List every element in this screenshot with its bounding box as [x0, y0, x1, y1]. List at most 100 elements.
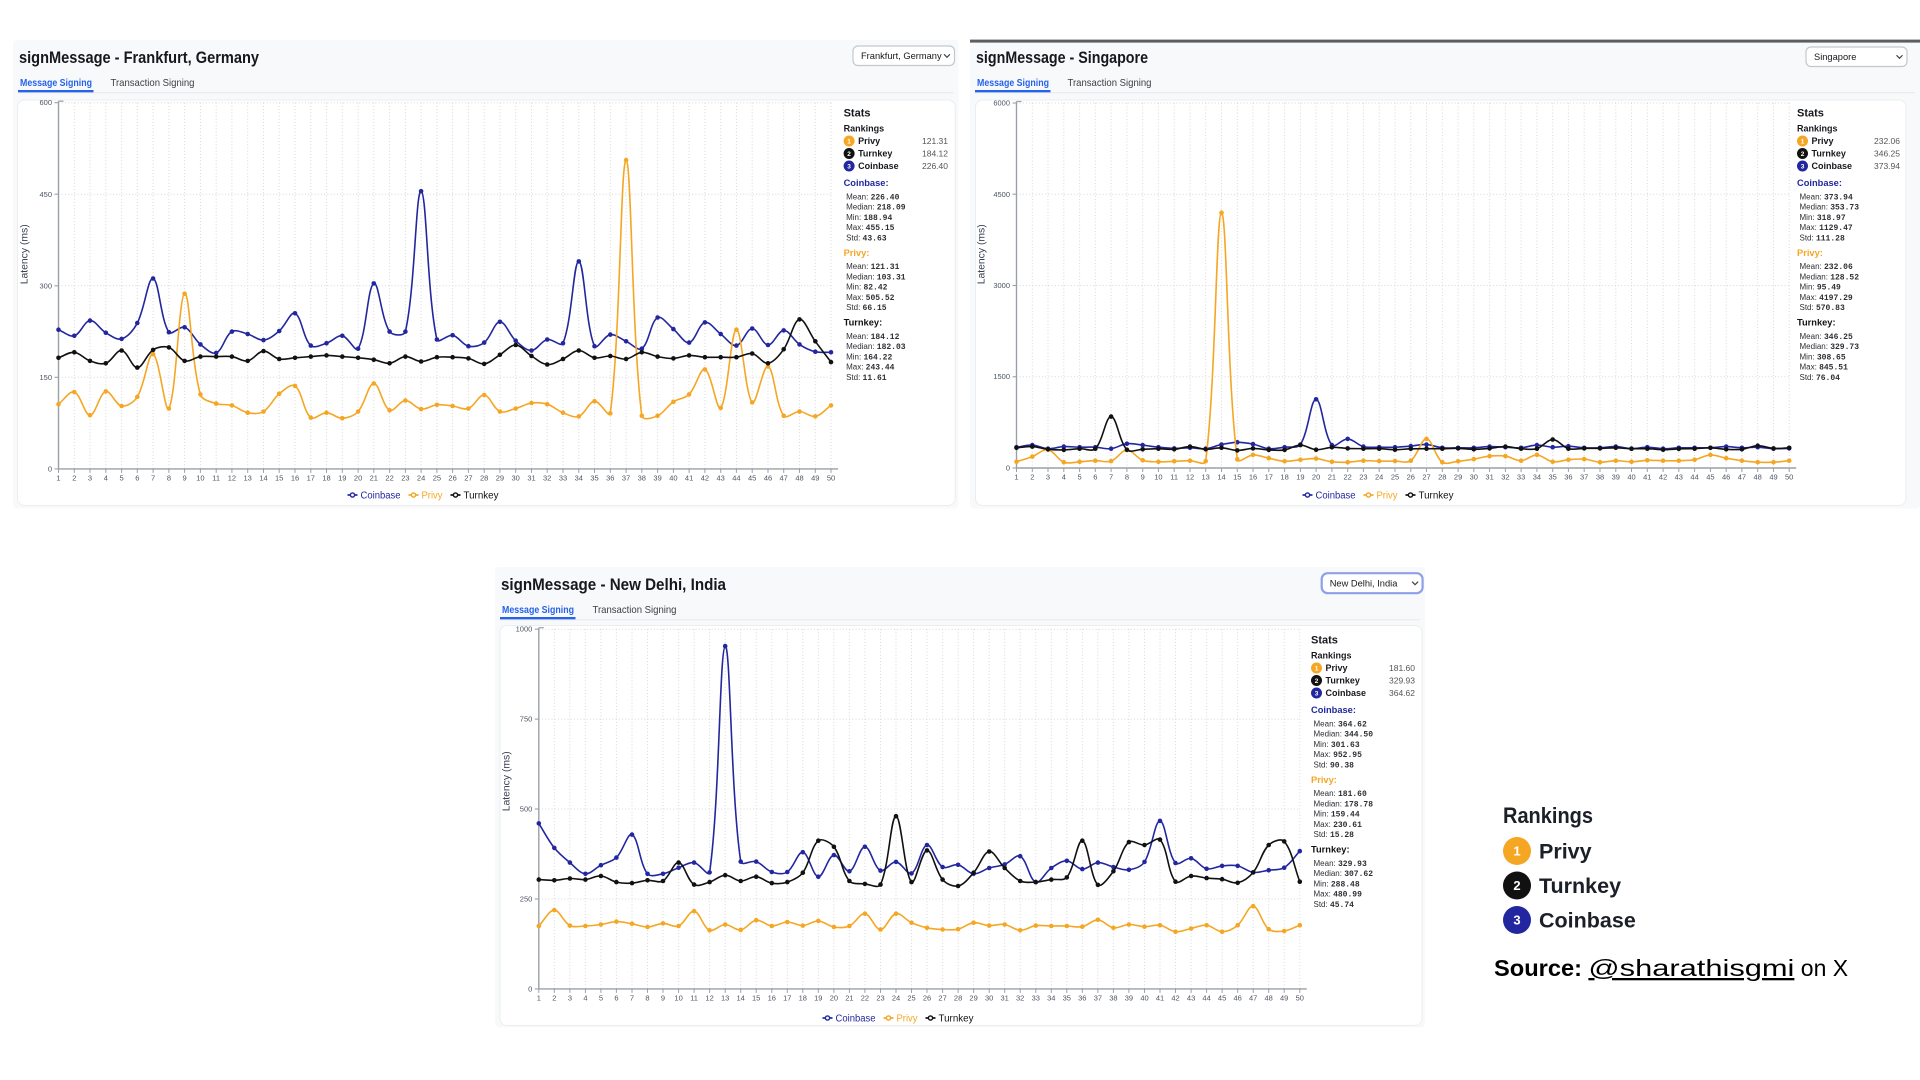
svg-text:1: 1	[1513, 844, 1520, 859]
svg-text:Privy: Privy	[1539, 840, 1592, 864]
svg-text:Coinbase: Coinbase	[858, 161, 899, 171]
svg-text:32: 32	[1016, 993, 1024, 1002]
svg-text:45: 45	[748, 473, 756, 482]
svg-text:2: 2	[847, 151, 851, 158]
svg-text:2: 2	[1030, 473, 1034, 482]
svg-text:3: 3	[568, 993, 572, 1002]
svg-text:2: 2	[72, 473, 76, 482]
svg-text:346.25: 346.25	[1874, 149, 1900, 159]
svg-text:12: 12	[228, 473, 236, 482]
svg-text:34: 34	[575, 473, 583, 482]
svg-text:6: 6	[1093, 473, 1097, 482]
svg-text:10: 10	[1154, 473, 1162, 482]
svg-text:Message Signing: Message Signing	[977, 77, 1049, 89]
svg-text:Message Signing: Message Signing	[502, 604, 574, 616]
svg-text:1: 1	[1014, 473, 1018, 482]
svg-text:38: 38	[638, 473, 646, 482]
svg-text:10: 10	[196, 473, 204, 482]
svg-text:Min: 164.22: Min: 164.22	[846, 352, 892, 362]
svg-text:Min: 318.97: Min: 318.97	[1800, 213, 1846, 223]
svg-text:121.31: 121.31	[922, 136, 948, 146]
svg-text:3: 3	[847, 163, 851, 170]
svg-text:Coinbase: Coinbase	[1812, 161, 1853, 171]
svg-text:17: 17	[307, 473, 315, 482]
svg-text:33: 33	[1032, 993, 1040, 1002]
svg-text:14: 14	[737, 993, 745, 1002]
svg-text:19: 19	[338, 473, 346, 482]
svg-text:Privy: Privy	[858, 136, 880, 146]
svg-text:47: 47	[1249, 993, 1257, 1002]
svg-text:Mean: 364.62: Mean: 364.62	[1314, 720, 1367, 730]
svg-text:Turnkey: Turnkey	[464, 491, 499, 502]
svg-text:1: 1	[537, 993, 541, 1002]
svg-text:Rankings: Rankings	[1311, 651, 1352, 661]
svg-text:6: 6	[614, 993, 618, 1002]
svg-text:Stats: Stats	[1797, 108, 1824, 120]
svg-text:Coinbase:: Coinbase:	[1311, 705, 1356, 715]
svg-text:6000: 6000	[993, 99, 1010, 108]
svg-text:Latency (ms): Latency (ms)	[20, 224, 31, 284]
svg-text:Std: 570.83: Std: 570.83	[1800, 303, 1845, 313]
svg-text:Max: 505.52: Max: 505.52	[846, 293, 895, 303]
svg-text:35: 35	[1549, 473, 1557, 482]
svg-text:20: 20	[830, 993, 838, 1002]
svg-text:17: 17	[1265, 473, 1273, 482]
svg-text:40: 40	[669, 473, 677, 482]
svg-text:Max: 480.99: Max: 480.99	[1314, 890, 1363, 900]
svg-text:Stats: Stats	[844, 108, 871, 120]
svg-text:Coinbase:: Coinbase:	[844, 178, 889, 188]
svg-text:0: 0	[528, 984, 532, 993]
svg-text:Mean: 121.31: Mean: 121.31	[846, 262, 899, 272]
svg-text:15: 15	[1233, 473, 1241, 482]
svg-text:Min: 82.42: Min: 82.42	[846, 283, 888, 293]
svg-text:Privy: Privy	[897, 1014, 918, 1025]
svg-text:28: 28	[954, 993, 962, 1002]
svg-text:39: 39	[1125, 993, 1133, 1002]
svg-text:Std: 11.61: Std: 11.61	[846, 373, 887, 383]
svg-text:25: 25	[1391, 473, 1399, 482]
svg-text:232.06: 232.06	[1874, 136, 1900, 146]
svg-text:4500: 4500	[993, 190, 1010, 199]
svg-text:26: 26	[448, 473, 456, 482]
svg-text:Std: 43.63: Std: 43.63	[846, 233, 887, 243]
svg-text:36: 36	[1564, 473, 1572, 482]
svg-text:Max: 952.95: Max: 952.95	[1314, 750, 1363, 760]
svg-text:15: 15	[752, 993, 760, 1002]
svg-text:Min: 301.63: Min: 301.63	[1314, 740, 1360, 750]
svg-text:11: 11	[690, 993, 698, 1002]
svg-text:Std: 45.74: Std: 45.74	[1314, 900, 1355, 910]
svg-text:26: 26	[923, 993, 931, 1002]
svg-text:2: 2	[1315, 678, 1319, 685]
svg-text:Transaction Signing: Transaction Signing	[1068, 77, 1152, 89]
svg-text:Median: 103.31: Median: 103.31	[846, 272, 906, 282]
svg-text:Min: 95.49: Min: 95.49	[1800, 283, 1842, 293]
svg-text:13: 13	[244, 473, 252, 482]
svg-text:Latency (ms): Latency (ms)	[977, 224, 988, 284]
svg-text:Median: 353.73: Median: 353.73	[1800, 203, 1860, 213]
svg-text:37: 37	[622, 473, 630, 482]
svg-text:Median: 307.62: Median: 307.62	[1314, 869, 1374, 879]
svg-text:24: 24	[892, 993, 900, 1002]
svg-text:364.62: 364.62	[1389, 688, 1415, 698]
svg-text:29: 29	[1454, 473, 1462, 482]
svg-text:24: 24	[1375, 473, 1383, 482]
svg-text:Source: @sharathisgmi on X: Source: @sharathisgmi on X	[1494, 955, 1848, 981]
svg-text:signMessage - Frankfurt, Germa: signMessage - Frankfurt, Germany	[19, 48, 259, 67]
svg-text:35: 35	[590, 473, 598, 482]
svg-text:30: 30	[1470, 473, 1478, 482]
svg-text:Min: 188.94: Min: 188.94	[846, 213, 892, 223]
svg-text:27: 27	[938, 993, 946, 1002]
svg-text:7: 7	[151, 473, 155, 482]
svg-text:12: 12	[1186, 473, 1194, 482]
svg-text:49: 49	[811, 473, 819, 482]
svg-text:23: 23	[876, 993, 884, 1002]
svg-text:42: 42	[1659, 473, 1667, 482]
svg-text:11: 11	[1170, 473, 1178, 482]
svg-text:16: 16	[291, 473, 299, 482]
svg-text:21: 21	[1328, 473, 1336, 482]
svg-text:36: 36	[1078, 993, 1086, 1002]
svg-text:Turnkey: Turnkey	[1326, 676, 1360, 686]
svg-text:23: 23	[401, 473, 409, 482]
svg-text:Max: 4197.29: Max: 4197.29	[1800, 293, 1853, 303]
svg-text:226.40: 226.40	[922, 161, 948, 171]
